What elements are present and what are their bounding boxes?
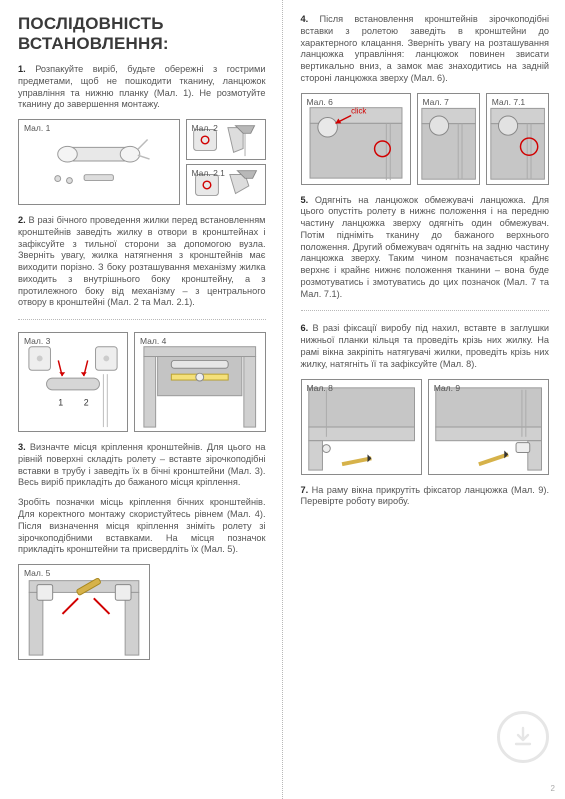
step-1-num: 1. — [18, 64, 26, 74]
watermark-icon — [497, 711, 549, 763]
figure-3-illustration: 1 2 — [19, 333, 127, 431]
step-6: 6. В разі фіксації виробу під нахил, вст… — [301, 323, 550, 370]
step-6-text: В разі фіксації виробу під нахил, вставт… — [301, 323, 550, 368]
figure-7-illustration — [418, 94, 479, 184]
figure-8-illustration — [302, 380, 421, 474]
figure-7-1-illustration — [487, 94, 548, 184]
step-3b: Зробіть позначки місць кріплення бічних … — [18, 497, 266, 556]
step-3-text: Визначте місця кріплення кронштейнів. Дл… — [18, 442, 266, 487]
figure-7-caption: Мал. 7 — [423, 97, 449, 107]
step-3-num: 3. — [18, 442, 26, 452]
page-number: 2 — [551, 784, 555, 793]
figure-1-caption: Мал. 1 — [24, 123, 50, 133]
instruction-page: ПОСЛІДОВНІСТЬ ВСТАНОВЛЕННЯ: 1. Розпакуйт… — [0, 0, 565, 799]
figure-6: Мал. 6 click — [301, 93, 411, 185]
right-column: 4. Після встановлення кронштейнів зірочк… — [283, 0, 565, 799]
figure-5-illustration — [19, 565, 149, 659]
figure-2: Мал. 2 — [186, 119, 266, 160]
click-label: click — [351, 106, 366, 115]
figure-4-illustration — [135, 333, 265, 431]
step-5-text: Одягніть на ланцюжок обмежувачі ланцюжка… — [301, 195, 550, 299]
figure-4-caption: Мал. 4 — [140, 336, 166, 346]
fig-row-1: Мал. 1 Мал. 2 — [18, 119, 266, 205]
svg-text:1: 1 — [58, 398, 63, 408]
figure-9: Мал. 9 — [428, 379, 549, 475]
svg-text:2: 2 — [84, 398, 89, 408]
step-1: 1. Розпакуйте виріб, будьте обережні з г… — [18, 64, 266, 111]
step-7-text: На раму вікна прикрутіть фіксатор ланцюж… — [301, 485, 550, 507]
step-3: 3. Визначте місця кріплення кронштейнів.… — [18, 442, 266, 489]
figure-2-caption: Мал. 2 — [192, 123, 218, 133]
figure-9-caption: Мал. 9 — [434, 383, 460, 393]
step-5-num: 5. — [301, 195, 309, 205]
figure-6-caption: Мал. 6 — [307, 97, 333, 107]
divider-left — [18, 319, 266, 320]
fig-row-3: Мал. 5 — [18, 564, 266, 660]
step-2-num: 2. — [18, 215, 26, 225]
step-2: 2. В разі бічного проведення жилки перед… — [18, 215, 266, 309]
divider-right — [301, 310, 550, 311]
figure-5: Мал. 5 — [18, 564, 150, 660]
figure-2-1: Мал. 2.1 — [186, 164, 266, 205]
figure-3-caption: Мал. 3 — [24, 336, 50, 346]
fig-row-2: Мал. 3 1 2 Мал. 4 — [18, 332, 266, 432]
left-column: ПОСЛІДОВНІСТЬ ВСТАНОВЛЕННЯ: 1. Розпакуйт… — [0, 0, 283, 799]
step-6-num: 6. — [301, 323, 309, 333]
fig-row-4: Мал. 6 click Мал. 7 — [301, 93, 550, 185]
figure-3: Мал. 3 1 2 — [18, 332, 128, 432]
page-title: ПОСЛІДОВНІСТЬ ВСТАНОВЛЕННЯ: — [18, 14, 266, 54]
figure-8-caption: Мал. 8 — [307, 383, 333, 393]
step-4-num: 4. — [301, 14, 309, 24]
figure-1: Мал. 1 — [18, 119, 180, 205]
step-4: 4. Після встановлення кронштейнів зірочк… — [301, 14, 550, 85]
step-2-text: В разі бічного проведення жилки перед вс… — [18, 215, 266, 307]
step-4-text: Після встановлення кронштейнів зірочкопо… — [301, 14, 550, 83]
figure-7: Мал. 7 — [417, 93, 480, 185]
figure-5-caption: Мал. 5 — [24, 568, 50, 578]
figure-7-1: Мал. 7.1 — [486, 93, 549, 185]
step-3b-text: Зробіть позначки місць кріплення бічних … — [18, 497, 266, 554]
step-5: 5. Одягніть на ланцюжок обмежувачі ланцю… — [301, 195, 550, 301]
step-7-num: 7. — [301, 485, 309, 495]
step-1-text: Розпакуйте виріб, будьте обережні з гост… — [18, 64, 266, 109]
figure-4: Мал. 4 — [134, 332, 266, 432]
figure-8: Мал. 8 — [301, 379, 422, 475]
figure-2-1-caption: Мал. 2.1 — [192, 168, 225, 178]
fig-row-5: Мал. 8 Мал. 9 — [301, 379, 550, 475]
step-7: 7. На раму вікна прикрутіть фіксатор лан… — [301, 485, 550, 509]
figure-9-illustration — [429, 380, 548, 474]
figure-7-1-caption: Мал. 7.1 — [492, 97, 525, 107]
figure-6-illustration: click — [302, 94, 410, 184]
